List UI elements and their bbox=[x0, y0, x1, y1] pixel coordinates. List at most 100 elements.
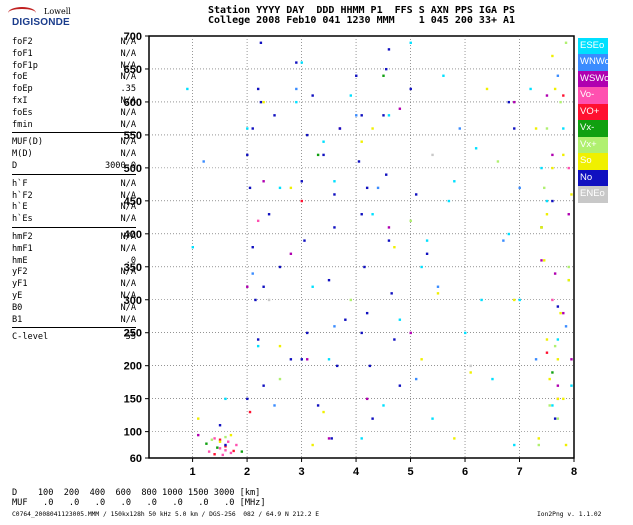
data-point-no bbox=[365, 311, 369, 315]
data-point-eseo bbox=[300, 61, 303, 64]
data-point-vx+ bbox=[553, 344, 557, 348]
data-point-eseo bbox=[464, 331, 467, 335]
param-row: h`F N/A bbox=[12, 179, 136, 191]
data-point-no bbox=[259, 41, 263, 44]
data-point-vo- bbox=[567, 166, 570, 170]
data-point-vo- bbox=[224, 449, 227, 452]
data-point-wswo bbox=[387, 226, 391, 229]
data-point-vo- bbox=[235, 443, 238, 447]
data-point-no bbox=[311, 94, 314, 97]
data-point-no bbox=[300, 358, 303, 361]
data-point-no bbox=[262, 384, 265, 387]
data-point-vx+ bbox=[224, 435, 227, 439]
data-point-no bbox=[289, 358, 293, 361]
plot-frame bbox=[148, 35, 575, 459]
param-name: MUF(D) bbox=[12, 137, 44, 148]
data-point-eseo bbox=[349, 94, 353, 97]
data-point-no bbox=[327, 278, 331, 282]
data-point-wswo bbox=[556, 384, 560, 387]
data-point-eseo bbox=[529, 87, 532, 91]
data-point-no bbox=[360, 114, 363, 117]
legend-item: ENEo bbox=[578, 186, 608, 203]
data-point-eneo bbox=[267, 298, 271, 302]
data-point-so bbox=[436, 292, 440, 295]
param-name: h`E bbox=[12, 202, 28, 213]
legend-item: No bbox=[578, 169, 608, 187]
param-name: foE bbox=[12, 72, 28, 83]
y-tick-label: 500 bbox=[124, 163, 142, 175]
data-point-no bbox=[322, 153, 325, 157]
data-point-eseo bbox=[507, 232, 511, 236]
param-value: N/A bbox=[120, 95, 136, 106]
data-point-no bbox=[246, 397, 249, 401]
data-point-eseo bbox=[562, 127, 565, 130]
param-value: 55 bbox=[125, 332, 136, 343]
data-point-so bbox=[262, 100, 265, 104]
param-row: fxI N/A bbox=[12, 96, 136, 108]
data-point-eseo bbox=[442, 74, 445, 77]
data-point-no bbox=[363, 265, 366, 269]
data-point-no bbox=[507, 100, 511, 104]
legend-item: Vx- bbox=[578, 120, 608, 137]
param-name: hmF2 bbox=[12, 231, 33, 242]
param-row: foEs N/A bbox=[12, 108, 136, 120]
logo-line2: DIGISONDE bbox=[12, 17, 70, 28]
y-tick-label: 700 bbox=[124, 31, 142, 43]
y-tick-label: 200 bbox=[124, 361, 142, 373]
data-point-so bbox=[485, 87, 489, 91]
data-point-wnwo bbox=[502, 239, 505, 242]
param-value: N/A bbox=[120, 48, 136, 59]
legend-item: ESEo bbox=[578, 38, 608, 55]
data-point-no bbox=[333, 226, 336, 229]
data-point-eseo bbox=[246, 127, 249, 130]
param-value: N/A bbox=[120, 107, 136, 118]
param-name: foF1p bbox=[12, 60, 38, 71]
legend-item: Vo- bbox=[578, 87, 608, 104]
param-separator bbox=[12, 327, 136, 332]
data-point-vx+ bbox=[543, 186, 546, 190]
data-point-wnwo bbox=[333, 325, 336, 328]
x-tick-label: 3 bbox=[299, 466, 305, 478]
data-point-wswo bbox=[365, 397, 369, 401]
data-point-eseo bbox=[191, 246, 194, 249]
logo-line1: Lowell bbox=[44, 7, 71, 16]
data-point-no bbox=[218, 424, 222, 427]
data-point-vo- bbox=[551, 298, 554, 302]
data-point-so bbox=[393, 246, 396, 249]
param-row: yF1 N/A bbox=[12, 279, 136, 291]
param-value: .0 bbox=[125, 255, 136, 266]
data-point-no bbox=[344, 318, 347, 321]
param-value: N/A bbox=[120, 267, 136, 278]
data-point-wnwo bbox=[202, 160, 205, 163]
param-value: N/A bbox=[120, 243, 136, 254]
param-value: N/A bbox=[120, 149, 136, 160]
param-separator bbox=[12, 173, 136, 179]
data-point-vx+ bbox=[278, 377, 282, 381]
data-point-wswo bbox=[197, 433, 200, 437]
data-point-no bbox=[553, 417, 557, 420]
data-point-so bbox=[311, 443, 314, 447]
data-point-wnwo bbox=[376, 186, 380, 190]
data-point-no bbox=[387, 48, 391, 51]
data-point-no bbox=[295, 61, 298, 64]
param-name: fmin bbox=[12, 119, 33, 130]
data-point-no bbox=[556, 305, 560, 308]
y-tick-label: 250 bbox=[124, 328, 142, 340]
data-point-eseo bbox=[382, 404, 385, 407]
data-point-so bbox=[556, 397, 560, 401]
param-separator bbox=[12, 226, 136, 232]
data-point-wswo bbox=[540, 259, 543, 262]
data-point-no bbox=[254, 298, 257, 302]
data-point-wswo bbox=[262, 180, 265, 183]
param-row: h`E N/A bbox=[12, 202, 136, 214]
param-row: hmF2 N/A bbox=[12, 232, 136, 244]
data-point-vx+ bbox=[537, 443, 540, 447]
data-point-so bbox=[562, 397, 565, 401]
data-point-eseo bbox=[420, 265, 423, 269]
data-point-wnwo bbox=[556, 74, 560, 77]
legend-item: WNWo bbox=[578, 54, 610, 71]
data-point-no bbox=[248, 186, 252, 190]
data-point-eseo bbox=[570, 384, 573, 387]
legend-item: So bbox=[578, 153, 608, 170]
